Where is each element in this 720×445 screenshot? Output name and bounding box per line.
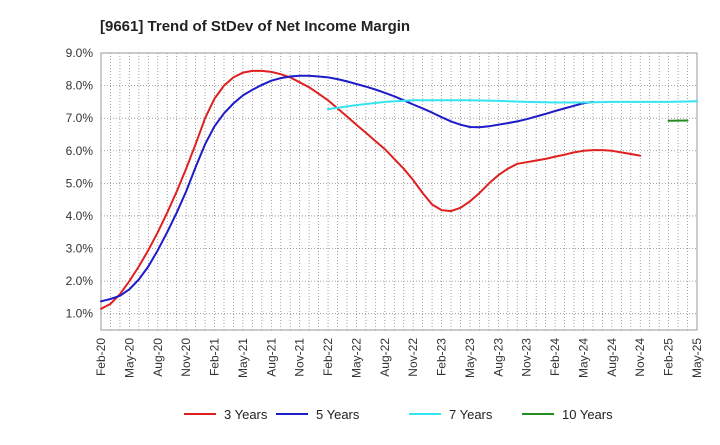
x-tick-label: Feb-24 [548,338,562,376]
x-tick-label: Nov-20 [179,338,193,377]
x-tick-label: Feb-21 [208,338,222,376]
y-tick-label: 8.0% [66,79,94,93]
x-tick-label: May-24 [576,338,590,378]
series-line [101,71,640,309]
x-tick-label: May-23 [463,338,477,378]
legend-item: 3 Years [184,407,268,422]
x-tick-label: May-21 [236,338,250,378]
legend-item: 10 Years [522,407,613,422]
x-tick-label: May-22 [349,338,363,378]
plot-area [101,53,697,330]
series-line [328,100,697,109]
x-tick-label: Nov-24 [633,338,647,377]
x-tick-label: Aug-23 [491,338,505,377]
y-tick-label: 2.0% [66,274,94,288]
y-tick-label: 1.0% [66,307,94,321]
legend-item: 5 Years [276,407,360,422]
legend-label: 7 Years [449,407,493,422]
x-tick-label: Nov-22 [406,338,420,377]
legend-item: 7 Years [409,407,493,422]
x-tick-label: Feb-25 [662,338,676,376]
legend-label: 10 Years [562,407,613,422]
legend-label: 5 Years [316,407,360,422]
x-tick-label: Nov-23 [520,338,534,377]
legend: 3 Years 5 Years 7 Years 10 Years [184,407,613,422]
x-tick-label: Aug-21 [264,338,278,377]
y-axis: 9.0% 8.0% 7.0% 6.0% 5.0% 4.0% 3.0% 2.0% 1.0% [66,46,94,321]
y-tick-label: 4.0% [66,209,94,223]
x-axis: Feb-20 May-20 Aug-20 Nov-20 Feb-21 May-21 Aug-… [94,338,704,378]
x-tick-label: Feb-20 [94,338,108,376]
x-tick-label: Aug-22 [378,338,392,377]
x-tick-label: Feb-22 [321,338,335,376]
series-lines [101,71,697,309]
y-tick-label: 6.0% [66,144,94,158]
y-tick-label: 7.0% [66,111,94,125]
y-tick-label: 9.0% [66,46,94,60]
x-tick-label: May-25 [690,338,704,378]
x-tick-label: Feb-23 [435,338,449,376]
grid [101,53,697,330]
y-tick-label: 3.0% [66,242,94,256]
legend-label: 3 Years [224,407,268,422]
x-tick-label: Aug-20 [151,338,165,377]
chart-title: [9661] Trend of StDev of Net Income Marg… [100,18,410,35]
x-tick-label: Aug-24 [605,338,619,377]
x-tick-label: Nov-21 [293,338,307,377]
y-tick-label: 5.0% [66,176,94,190]
x-tick-label: May-20 [122,338,136,378]
